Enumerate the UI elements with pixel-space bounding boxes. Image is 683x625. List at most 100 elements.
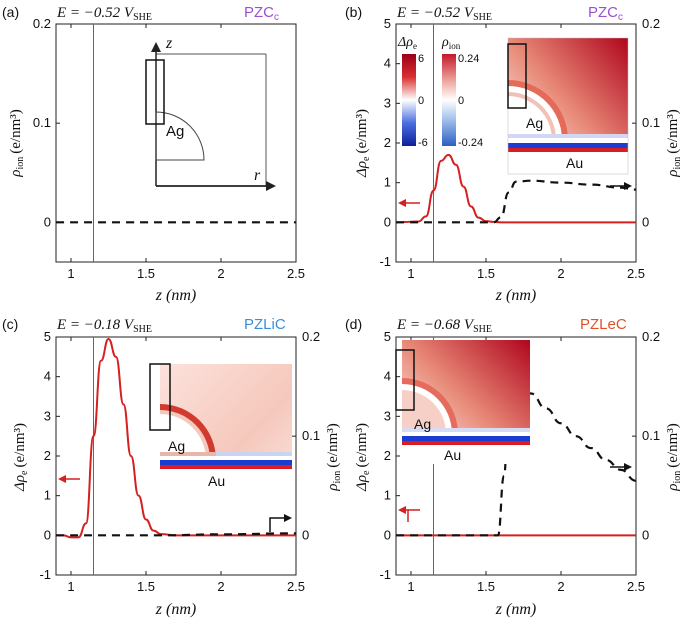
y-tick-label: 0 bbox=[384, 527, 391, 542]
y-tick-label: -1 bbox=[379, 254, 391, 269]
substrate-label: Au bbox=[566, 155, 583, 171]
y-tick-label: 2 bbox=[384, 448, 391, 463]
right-axis-label: ρion(e/nm³) bbox=[665, 109, 683, 177]
y-right-tick-label: 0.2 bbox=[302, 329, 320, 344]
sphere-label: Ag bbox=[526, 115, 543, 131]
x-tick-label: 1 bbox=[67, 266, 74, 281]
svg-text:6: 6 bbox=[418, 53, 424, 65]
x-axis-label: z (nm) bbox=[495, 287, 536, 304]
highlight-box bbox=[507, 43, 527, 109]
y-tick-label: 0.1 bbox=[33, 115, 51, 130]
right-axis-arrow bbox=[610, 463, 632, 471]
panel-a: (a) E = −0.52 VSHE PZCc 1 1.5 2 2.500.10.2 … bbox=[2, 4, 305, 304]
x-tick-label: 2 bbox=[217, 579, 224, 594]
left-axis-label: Δρe(e/nm³) bbox=[354, 423, 372, 492]
right-axis-label: ρion(e/nm³) bbox=[665, 423, 683, 491]
x-tick-label: 1.5 bbox=[137, 266, 155, 281]
left-axis-arrow bbox=[398, 506, 420, 522]
y-tick-label: 2 bbox=[384, 135, 391, 150]
delta-rho-series bbox=[56, 337, 296, 539]
axes: 1 1.5 2 2.5 -1 0 1 2 3 4 5 0 0.1 0.2 bbox=[379, 16, 660, 281]
sphere-label: Ag bbox=[166, 123, 184, 140]
y-tick-label: 4 bbox=[44, 369, 51, 384]
panel-c: (c) E = −0.18 VSHE PZLiC 1 1.5 2 2.5 -1 0 1 2 3 4… bbox=[2, 316, 343, 618]
arrowhead-icon bbox=[151, 42, 161, 52]
y-tick-label: -1 bbox=[39, 567, 51, 582]
x-tick-label: 2 bbox=[557, 579, 564, 594]
left-axis-label: Δρe(e/nm³) bbox=[12, 423, 30, 492]
sphere-outline bbox=[155, 111, 205, 161]
plot-area bbox=[56, 24, 296, 262]
sphere-label: Ag bbox=[168, 438, 185, 454]
y-tick-label: 0.2 bbox=[33, 16, 51, 31]
inset-heatmap: Ag Au bbox=[395, 340, 530, 464]
colorbar-delta-rho: Δρe 6 0 -6 bbox=[397, 35, 428, 149]
y-tick-label: -1 bbox=[379, 567, 391, 582]
panel-d: (d) E = −0.68 VSHE PZLeC 1 1.5 2 2.5 -1 0 1 2 3 4… bbox=[345, 316, 683, 618]
panel-tag: (d) bbox=[345, 316, 362, 332]
plot-frame bbox=[55, 23, 297, 263]
svg-text:0: 0 bbox=[458, 95, 464, 107]
axes: 1 1.5 2 2.5 -1 0 1 2 3 4 5 0 0.1 0.2 bbox=[379, 329, 660, 594]
y-right-tick-label: 0.1 bbox=[642, 115, 660, 130]
y-tick-label: 4 bbox=[384, 56, 391, 71]
x-tick-label: 2.5 bbox=[627, 266, 645, 281]
y-axis-label: ρion(e/nm³) bbox=[8, 109, 26, 177]
left-axis-arrow bbox=[398, 199, 420, 207]
y-tick-label: 1 bbox=[44, 488, 51, 503]
panel-tag: (b) bbox=[345, 4, 362, 20]
inset-heatmap: Ag Au bbox=[149, 363, 292, 500]
y-tick-label: 3 bbox=[384, 95, 391, 110]
left-axis-arrow bbox=[58, 475, 80, 483]
arrow-right-icon bbox=[624, 182, 632, 190]
panel-b: (b) E = −0.52 VSHE PZCc 1 1.5 2 2.5 -1 0 1 2 3 4 5… bbox=[345, 4, 683, 304]
y-tick-label: 1 bbox=[384, 175, 391, 190]
y-right-tick-label: 0.2 bbox=[642, 16, 660, 31]
arrow-right-icon bbox=[284, 514, 292, 522]
x-tick-label: 1.5 bbox=[477, 266, 495, 281]
substrate-label: Au bbox=[208, 473, 225, 489]
y-right-tick-label: 0.2 bbox=[642, 329, 660, 344]
arrow-left-icon bbox=[398, 199, 406, 207]
highlight-box bbox=[145, 59, 165, 125]
y-tick-label: 3 bbox=[384, 408, 391, 423]
y-tick-label: 5 bbox=[384, 16, 391, 31]
right-axis-arrow bbox=[610, 182, 632, 190]
arrow-left-icon bbox=[398, 506, 406, 514]
axes: 1 1.5 2 2.5 0 0.1 0.2 bbox=[33, 16, 305, 281]
rho-ion-series bbox=[56, 532, 297, 537]
axis-label-z: z bbox=[165, 35, 173, 52]
svg-text:0: 0 bbox=[418, 95, 424, 107]
y-tick-label: 4 bbox=[384, 369, 391, 384]
svg-text:0.24: 0.24 bbox=[458, 53, 479, 65]
x-axis-label: z (nm) bbox=[155, 287, 196, 304]
svg-text:-6: -6 bbox=[418, 137, 428, 149]
y-right-tick-label: 0 bbox=[642, 214, 649, 229]
highlight-box bbox=[149, 363, 171, 431]
x-tick-label: 1 bbox=[407, 266, 414, 281]
potential-label: E = −0.52 VSHE bbox=[56, 5, 152, 23]
sphere-label: Ag bbox=[414, 416, 431, 432]
x-tick-label: 2.5 bbox=[627, 579, 645, 594]
axis-label-r: r bbox=[254, 167, 261, 184]
y-tick-label: 2 bbox=[44, 448, 51, 463]
substrate-label: Au bbox=[444, 447, 461, 463]
y-tick-label: 0 bbox=[44, 527, 51, 542]
arrow-left-icon bbox=[58, 475, 66, 483]
pzc-label: PZLeC bbox=[580, 316, 627, 333]
y-right-tick-label: 0 bbox=[642, 527, 649, 542]
y-tick-label: 5 bbox=[384, 329, 391, 344]
panel-tag: (c) bbox=[2, 316, 18, 332]
inset-heatmap: Ag Au bbox=[507, 37, 629, 175]
rho-ion-series bbox=[396, 179, 637, 224]
x-tick-label: 1.5 bbox=[137, 579, 155, 594]
y-right-tick-label: 0 bbox=[302, 527, 309, 542]
schematic: Ag z r bbox=[145, 35, 276, 191]
y-tick-label: 5 bbox=[44, 329, 51, 344]
x-tick-label: 1 bbox=[67, 579, 74, 594]
pzc-label: PZLiC bbox=[244, 316, 286, 333]
x-tick-label: 2 bbox=[557, 266, 564, 281]
right-axis-arrow bbox=[269, 514, 292, 532]
left-axis-label: Δρe(e/nm³) bbox=[354, 109, 372, 178]
